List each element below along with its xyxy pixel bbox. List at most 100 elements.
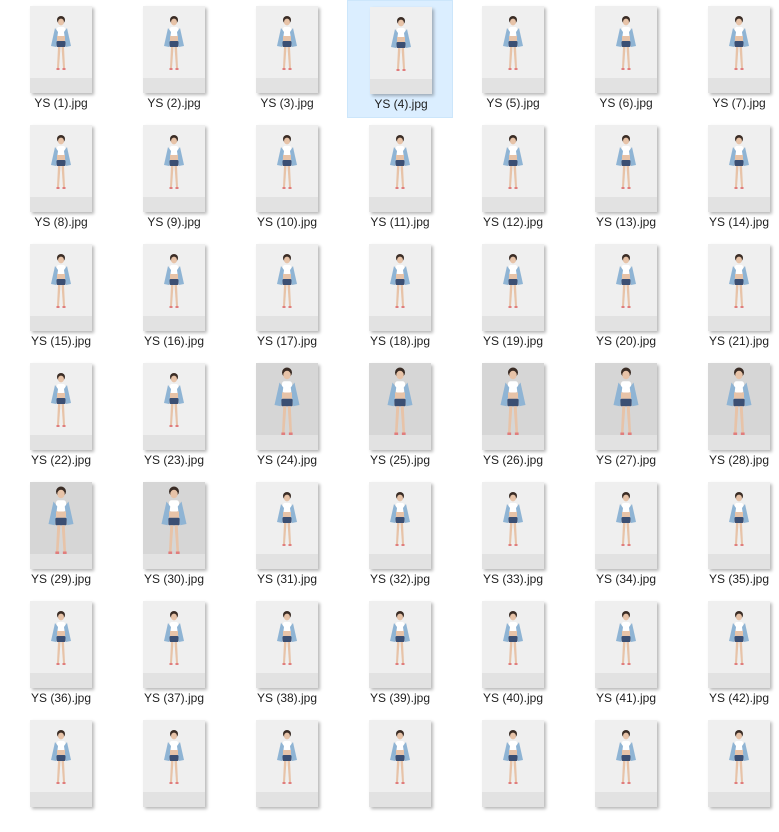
file-item[interactable]: YS (36).jpg — [8, 595, 114, 713]
file-item[interactable] — [121, 714, 227, 832]
photo-thumbnail-icon[interactable] — [595, 720, 657, 807]
photo-thumbnail-icon[interactable] — [30, 601, 92, 688]
photo-thumbnail-icon[interactable] — [256, 363, 318, 450]
photo-thumbnail-icon[interactable] — [143, 720, 205, 807]
photo-thumbnail-icon[interactable] — [143, 244, 205, 331]
file-item[interactable]: YS (6).jpg — [573, 0, 679, 118]
photo-thumbnail-icon[interactable] — [143, 363, 205, 450]
file-name-label: YS (22).jpg — [30, 453, 92, 467]
file-name-label: YS (7).jpg — [712, 96, 766, 110]
photo-thumbnail-icon[interactable] — [482, 720, 544, 807]
file-item[interactable]: YS (2).jpg — [121, 0, 227, 118]
file-item[interactable]: YS (30).jpg — [121, 476, 227, 594]
photo-thumbnail-icon[interactable] — [708, 125, 770, 212]
photo-thumbnail-icon[interactable] — [256, 6, 318, 93]
photo-thumbnail-icon[interactable] — [482, 244, 544, 331]
photo-thumbnail-icon[interactable] — [708, 482, 770, 569]
file-item[interactable]: YS (1).jpg — [8, 0, 114, 118]
photo-thumbnail-icon[interactable] — [143, 6, 205, 93]
file-item[interactable] — [573, 714, 679, 832]
file-item[interactable]: YS (5).jpg — [460, 0, 566, 118]
photo-thumbnail-icon[interactable] — [256, 720, 318, 807]
file-item[interactable]: YS (4).jpg — [347, 0, 453, 118]
file-item[interactable]: YS (3).jpg — [234, 0, 340, 118]
file-item[interactable]: YS (38).jpg — [234, 595, 340, 713]
photo-thumbnail-icon[interactable] — [482, 6, 544, 93]
photo-thumbnail-icon[interactable] — [595, 601, 657, 688]
file-item[interactable]: YS (14).jpg — [686, 119, 779, 237]
file-item[interactable]: YS (10).jpg — [234, 119, 340, 237]
file-item[interactable] — [234, 714, 340, 832]
photo-thumbnail-icon[interactable] — [708, 6, 770, 93]
photo-thumbnail-icon[interactable] — [143, 482, 205, 569]
file-item[interactable]: YS (21).jpg — [686, 238, 779, 356]
photo-thumbnail-icon[interactable] — [482, 363, 544, 450]
photo-thumbnail-icon[interactable] — [30, 720, 92, 807]
file-item[interactable]: YS (35).jpg — [686, 476, 779, 594]
file-item[interactable] — [347, 714, 453, 832]
file-item[interactable]: YS (32).jpg — [347, 476, 453, 594]
file-item[interactable]: YS (40).jpg — [460, 595, 566, 713]
photo-thumbnail-icon[interactable] — [369, 482, 431, 569]
file-item[interactable]: YS (39).jpg — [347, 595, 453, 713]
file-item[interactable]: YS (18).jpg — [347, 238, 453, 356]
file-item[interactable] — [686, 714, 779, 832]
file-item[interactable]: YS (23).jpg — [121, 357, 227, 475]
file-item[interactable]: YS (31).jpg — [234, 476, 340, 594]
photo-thumbnail-icon[interactable] — [369, 601, 431, 688]
photo-thumbnail-icon[interactable] — [708, 720, 770, 807]
photo-thumbnail-icon[interactable] — [482, 125, 544, 212]
file-item[interactable]: YS (12).jpg — [460, 119, 566, 237]
photo-thumbnail-icon[interactable] — [256, 482, 318, 569]
file-item[interactable]: YS (22).jpg — [8, 357, 114, 475]
file-item[interactable]: YS (34).jpg — [573, 476, 679, 594]
photo-thumbnail-icon[interactable] — [256, 125, 318, 212]
photo-thumbnail-icon[interactable] — [595, 244, 657, 331]
photo-thumbnail-icon[interactable] — [482, 601, 544, 688]
photo-thumbnail-icon[interactable] — [708, 363, 770, 450]
file-item[interactable]: YS (28).jpg — [686, 357, 779, 475]
file-item[interactable] — [8, 714, 114, 832]
file-item[interactable]: YS (41).jpg — [573, 595, 679, 713]
photo-thumbnail-icon[interactable] — [482, 482, 544, 569]
file-item[interactable]: YS (25).jpg — [347, 357, 453, 475]
photo-thumbnail-icon[interactable] — [30, 482, 92, 569]
file-item[interactable]: YS (7).jpg — [686, 0, 779, 118]
file-item[interactable]: YS (26).jpg — [460, 357, 566, 475]
file-item[interactable]: YS (15).jpg — [8, 238, 114, 356]
photo-thumbnail-icon[interactable] — [708, 601, 770, 688]
photo-thumbnail-icon[interactable] — [30, 244, 92, 331]
photo-thumbnail-icon[interactable] — [256, 601, 318, 688]
file-item[interactable]: YS (27).jpg — [573, 357, 679, 475]
file-item[interactable]: YS (33).jpg — [460, 476, 566, 594]
file-item[interactable]: YS (29).jpg — [8, 476, 114, 594]
file-item[interactable]: YS (20).jpg — [573, 238, 679, 356]
file-item[interactable]: YS (19).jpg — [460, 238, 566, 356]
file-item[interactable]: YS (11).jpg — [347, 119, 453, 237]
file-item[interactable] — [460, 714, 566, 832]
photo-thumbnail-icon[interactable] — [595, 125, 657, 212]
photo-thumbnail-icon[interactable] — [595, 6, 657, 93]
photo-thumbnail-icon[interactable] — [708, 244, 770, 331]
photo-thumbnail-icon[interactable] — [30, 363, 92, 450]
file-item[interactable]: YS (17).jpg — [234, 238, 340, 356]
photo-thumbnail-icon[interactable] — [143, 601, 205, 688]
photo-thumbnail-icon[interactable] — [369, 125, 431, 212]
file-item[interactable]: YS (42).jpg — [686, 595, 779, 713]
photo-thumbnail-icon[interactable] — [369, 244, 431, 331]
file-item[interactable]: YS (16).jpg — [121, 238, 227, 356]
photo-thumbnail-icon[interactable] — [369, 363, 431, 450]
photo-thumbnail-icon[interactable] — [595, 363, 657, 450]
file-item[interactable]: YS (8).jpg — [8, 119, 114, 237]
photo-thumbnail-icon[interactable] — [30, 125, 92, 212]
photo-thumbnail-icon[interactable] — [369, 720, 431, 807]
file-item[interactable]: YS (37).jpg — [121, 595, 227, 713]
photo-thumbnail-icon[interactable] — [143, 125, 205, 212]
photo-thumbnail-icon[interactable] — [30, 6, 92, 93]
file-item[interactable]: YS (24).jpg — [234, 357, 340, 475]
file-item[interactable]: YS (13).jpg — [573, 119, 679, 237]
file-item[interactable]: YS (9).jpg — [121, 119, 227, 237]
photo-thumbnail-icon[interactable] — [256, 244, 318, 331]
photo-thumbnail-icon[interactable] — [370, 7, 432, 94]
photo-thumbnail-icon[interactable] — [595, 482, 657, 569]
